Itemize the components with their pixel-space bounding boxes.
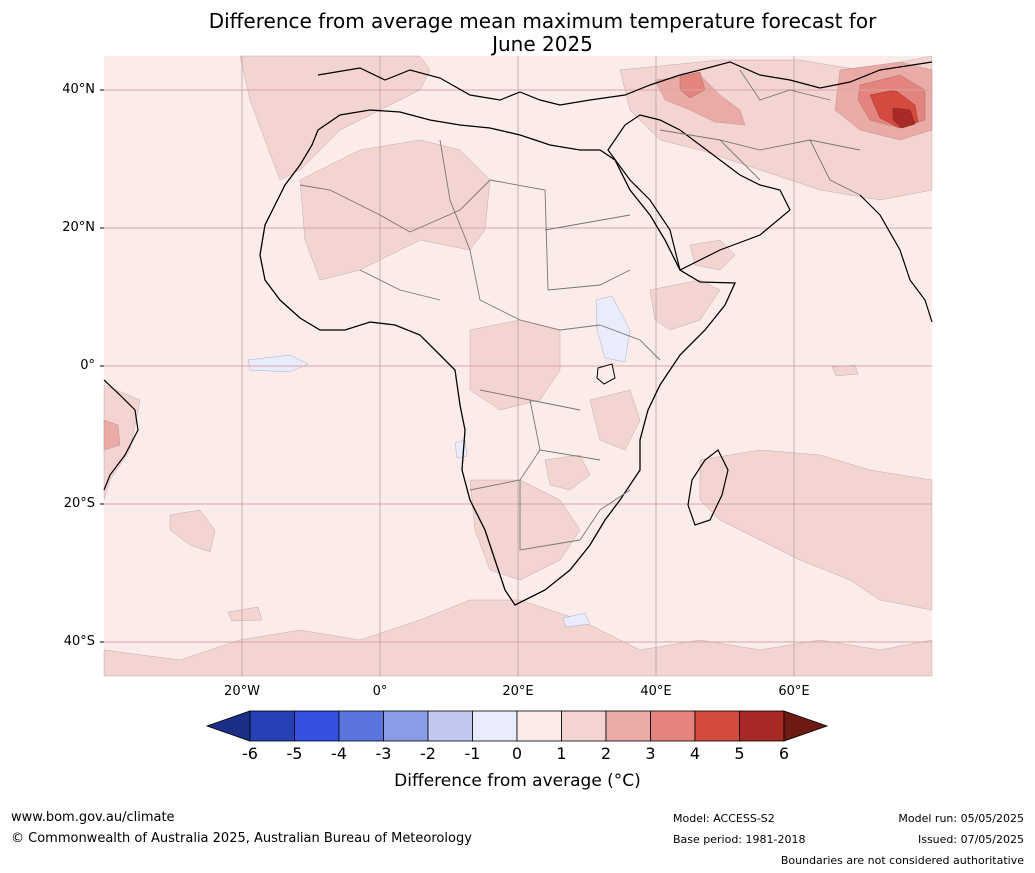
lon-label-60e: 60°E (778, 684, 810, 699)
colorbar-label: Difference from average (°C) (394, 771, 641, 791)
colorbar-tick: -5 (286, 744, 303, 763)
colorbar (205, 710, 829, 742)
colorbar-segment-6 (472, 710, 518, 742)
footer-copyright: © Commonwealth of Australia 2025, Austra… (11, 831, 472, 846)
country-borders (299, 69, 861, 551)
colorbar-tick: 6 (778, 744, 790, 763)
south-america-coastline (103, 379, 139, 491)
lat-label-40s: 40°S (63, 634, 95, 649)
anomaly-1-2-regions (103, 55, 933, 677)
colorbar-segment-3 (338, 710, 384, 742)
colorbar-tick: 2 (600, 744, 612, 763)
lake-victoria (596, 363, 616, 385)
title-line-1: Difference from average mean maximum tem… (208, 9, 877, 33)
footer-url[interactable]: www.bom.gov.au/climate (11, 810, 175, 825)
lat-tick-marks (100, 89, 104, 643)
africa-coastline (259, 109, 736, 606)
lat-label-40n: 40°N (62, 82, 95, 97)
colorbar-segment-10 (650, 710, 696, 742)
colorbar-tick: 1 (556, 744, 567, 763)
footer-issued: Issued: 07/05/2025 (917, 833, 1024, 846)
colorbar-tick: 3 (645, 744, 656, 763)
lon-label-40e: 40°E (640, 684, 672, 699)
colorbar-max-extension (783, 710, 829, 742)
colorbar-segment-5 (427, 710, 473, 742)
anomaly-negative-regions (247, 295, 631, 628)
colorbar-segment-9 (605, 710, 651, 742)
colorbar-tick: -4 (331, 744, 347, 763)
colorbar-segment-2 (294, 710, 340, 742)
colorbar-tick: 4 (689, 744, 701, 763)
colorbar-tick: -6 (242, 744, 258, 763)
title-line-2: June 2025 (492, 32, 593, 56)
footer-model-run: Model run: 05/05/2025 (898, 812, 1024, 825)
colorbar-segment-7 (516, 710, 562, 742)
europe-coastline (317, 61, 933, 106)
lat-label-20n: 20°N (62, 220, 95, 235)
lat-label-20s: 20°S (63, 496, 95, 511)
anomaly-5-6-regions (892, 107, 916, 129)
colorbar-tick: 5 (734, 744, 745, 763)
map-title: Difference from average mean maximum tem… (150, 10, 935, 56)
lon-label-20e: 20°E (502, 684, 534, 699)
colorbar-tick: -3 (375, 744, 392, 763)
colorbar-tick: -1 (464, 744, 481, 763)
arabia-coastline (607, 114, 791, 271)
colorbar-segment-8 (561, 710, 607, 742)
madagascar-coastline (687, 449, 729, 526)
footer-disclaimer: Boundaries are not considered authoritat… (780, 854, 1024, 867)
colorbar-segment-11 (694, 710, 740, 742)
lon-label-0: 0° (372, 684, 388, 699)
colorbar-segment-12 (739, 710, 785, 742)
footer-model: Model: ACCESS-S2 (673, 812, 775, 825)
footer-base-period: Base period: 1981-2018 (673, 833, 806, 846)
meridians (241, 56, 795, 676)
colorbar-tick: 0 (511, 744, 523, 763)
colorbar-min-extension (205, 710, 251, 742)
colorbar-segment-4 (383, 710, 429, 742)
lon-label-20w: 20°W (224, 684, 260, 699)
colorbar-tick: -2 (420, 744, 436, 763)
colorbar-segment-1 (249, 710, 295, 742)
lat-label-0: 0° (80, 358, 95, 373)
india-coastline (859, 194, 933, 323)
